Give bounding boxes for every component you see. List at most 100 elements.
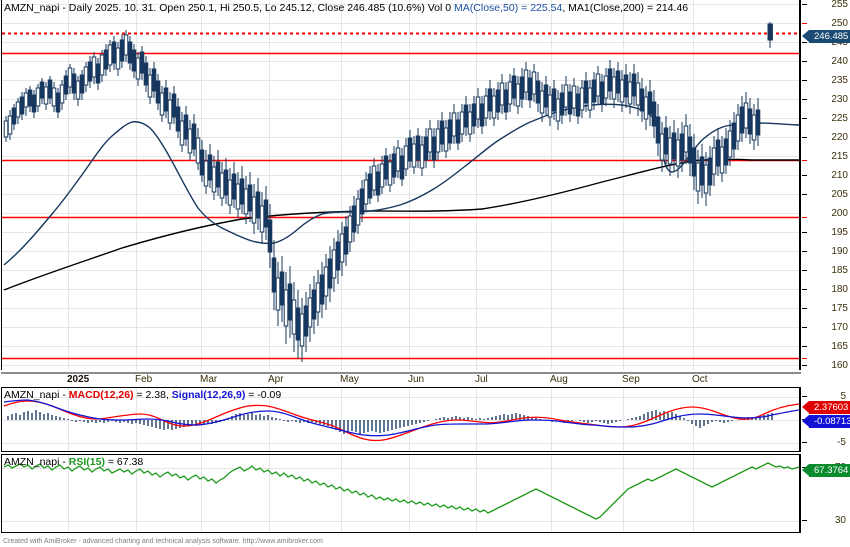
y-tick [802,137,807,138]
price-gridlines [2,4,799,366]
y-tick [802,365,807,366]
price-y-axis: 255 250 245 240 235 230 225 220 215 210 … [801,0,850,385]
rsi-panel: 70 30 67.3764 AMZN_napi - RSI(15) = 67.3… [0,454,850,534]
rsi-title-symbol: AMZN_napi - [4,456,69,468]
price-chart-title: AMZN_napi - Daily 2025. 10. 31. Open 250… [4,2,688,14]
price-y-label: 165 [831,341,848,352]
amibroker-credit-footer: Created with AmiBroker - advanced charti… [3,538,323,545]
x-label-oct: Oct [692,374,708,385]
rsi-chart-title: AMZN_napi - RSI(15) = 67.38 [4,456,143,468]
price-x-axis: 2025 Feb Mar Apr May Jun Jul Aug Sep Oct [1,370,801,386]
price-y-label: 255 [831,0,848,10]
price-vertical-gridlines [68,0,694,384]
price-y-label: 180 [831,284,848,295]
x-label-mar: Mar [200,374,218,385]
price-y-label: 170 [831,322,848,333]
macd-y-label-top: 5 [840,391,846,402]
ma50-legend: MA(Close,50) = 225.54 [454,2,563,14]
macd-value-badge: 2.37603 [801,401,850,414]
rsi-value-text: = 67.38 [104,456,144,468]
y-tick [802,4,807,5]
x-label-2025: 2025 [67,374,90,385]
macd-title-symbol: AMZN_napi - [4,389,69,401]
price-panel: 255 250 245 240 235 230 225 220 215 210 … [0,0,850,386]
y-tick [802,160,807,161]
price-title-text: AMZN_napi - Daily 2025. 10. 31. Open 250… [4,2,455,14]
price-y-label: 205 [831,189,848,200]
x-axis-rule [1,372,801,374]
y-tick [802,194,807,195]
y-tick [802,520,807,521]
y-tick [802,232,807,233]
signal-line [3,399,799,437]
y-tick [802,308,807,309]
y-tick [802,270,807,271]
y-tick [802,358,807,359]
price-y-label: 200 [831,208,848,219]
macd-chart-title: AMZN_napi - MACD(12,26) = 2.38, Signal(1… [4,389,281,401]
rsi-gridlines [2,468,799,522]
x-label-jul: Jul [475,374,488,385]
y-tick [802,80,807,81]
rsi-line [3,462,799,520]
y-tick [802,61,807,62]
macd-value-text: = 2.38, [133,389,172,401]
x-label-aug: Aug [550,374,568,385]
y-tick [802,23,807,24]
ma50-line [3,103,799,266]
macd-legend: MACD(12,26) [68,389,134,401]
macd-plot-area[interactable] [1,387,801,452]
price-plot-area[interactable] [1,0,801,385]
y-tick [802,289,807,290]
y-tick [802,99,807,100]
x-label-apr: Apr [268,374,284,385]
price-y-label: 160 [831,360,848,371]
macd-histogram [7,410,773,434]
y-tick [802,346,807,347]
price-y-label: 190 [831,246,848,257]
ma200-legend: MA1(Close,200) = 214.46 [568,2,689,14]
x-label-feb: Feb [135,374,153,385]
x-label-sep: Sep [622,374,640,385]
y-tick [802,118,807,119]
rsi-vgridlines [68,455,694,532]
macd-y-label-bottom: -5 [837,437,846,448]
price-horizontal-lines [2,32,799,360]
title-separator: , [562,2,569,14]
price-y-label: 185 [831,265,848,276]
rsi-plot-area[interactable] [1,454,801,533]
y-tick [802,251,807,252]
price-y-label: 240 [831,56,848,67]
rsi-chart-svg [2,455,799,532]
signal-value-text: = -0.09 [245,389,282,401]
price-chart-svg [2,0,799,384]
signal-value-badge: -0.08713 [802,415,850,428]
price-y-label: 215 [831,151,848,162]
x-label-jun: Jun [408,374,425,385]
macd-line [3,400,799,442]
macd-gridlines [2,397,799,444]
x-label-may: May [340,374,359,385]
rsi-y-label-30: 30 [834,515,846,526]
y-tick [802,327,807,328]
price-y-label: 225 [831,113,848,124]
y-tick [802,396,807,397]
y-tick [802,175,807,176]
price-y-label: 250 [831,18,848,29]
y-tick [802,42,807,43]
last-price-badge: 246.485 [801,30,850,43]
macd-chart-svg [2,388,799,451]
y-tick [802,442,807,443]
rsi-value-badge: 67.3764 [801,464,850,477]
macd-panel: 5 -5 2.37603 -0.08713 AMZN_napi - MACD(1… [0,387,850,453]
candlestick-series [3,22,773,362]
price-y-label: 235 [831,75,848,86]
signal-legend: Signal(12,26,9) [171,389,246,401]
macd-y-axis: 5 -5 2.37603 -0.08713 [801,387,850,452]
rsi-y-axis: 70 30 67.3764 [801,454,850,533]
price-y-label: 195 [831,227,848,238]
rsi-legend: RSI(15) [68,456,105,468]
price-y-label: 210 [831,170,848,181]
last-candle-body [767,23,773,41]
